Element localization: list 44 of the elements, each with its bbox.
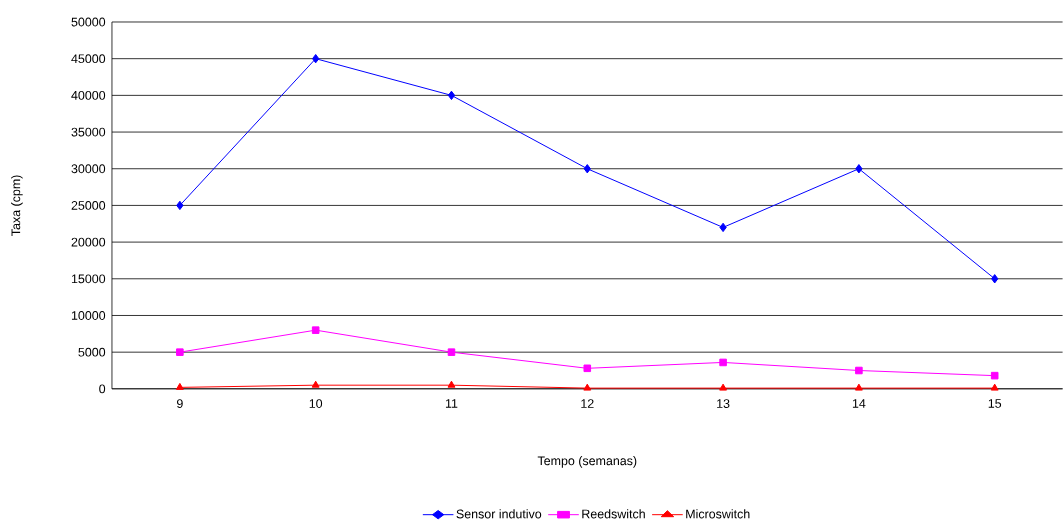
point [311,380,320,388]
point [583,364,592,373]
y-tick-label: 30000 [71,164,106,174]
point [719,222,727,233]
point [990,383,999,391]
point [854,383,863,391]
point [990,371,999,380]
point [176,348,184,357]
y-tick-label: 40000 [71,91,106,100]
x-tick-label: 15 [988,399,1002,408]
point [312,54,320,64]
y-tick-label: 50000 [71,17,106,27]
y-tick-label: 15000 [71,274,106,284]
legend-label: Sensor indutivo [456,509,542,519]
point [175,382,184,390]
y-tick-label: 20000 [71,237,106,247]
point [583,383,592,391]
x-tick-label: 10 [309,399,323,409]
legend-label: Microswitch [686,509,750,519]
y-tick-label: 45000 [71,54,106,64]
y-axis-title: Taxa (cpm) [11,175,23,237]
point [855,366,863,375]
point [447,348,456,357]
x-tick-label: 11 [445,399,458,408]
y-tick-label: 35000 [71,127,106,137]
point [311,326,320,335]
x-tick-label: 13 [717,399,730,409]
point [447,90,456,101]
x-axis-title: Tempo (semanas) [537,456,637,468]
y-tick-label: 5000 [78,347,106,357]
y-tick-label: 0 [99,384,106,394]
point [991,274,999,284]
point [855,164,863,174]
y-tick-label: 25000 [71,201,106,210]
point [176,200,184,211]
legend-label: Reedswitch [582,509,645,519]
x-tick-label: 14 [852,399,866,408]
y-tick-label: 10000 [71,311,106,320]
point [719,358,727,367]
point [583,164,591,174]
point [719,383,728,391]
point [447,380,456,388]
x-tick-label: 12 [581,399,594,408]
x-tick-label: 9 [176,399,183,409]
